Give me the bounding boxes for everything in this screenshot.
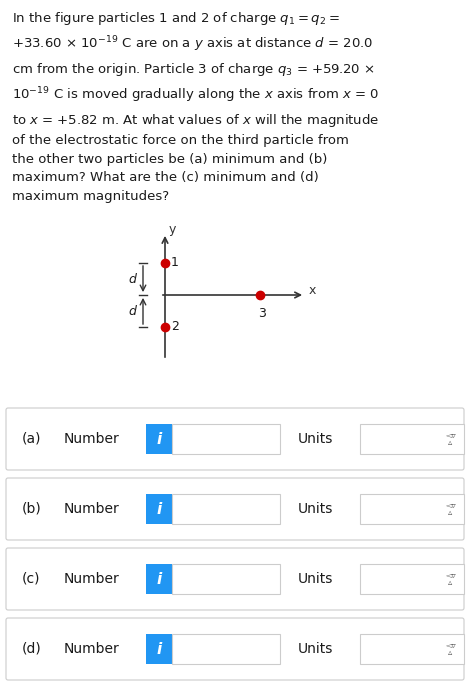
Text: (a): (a) [22, 432, 41, 446]
FancyBboxPatch shape [6, 618, 464, 680]
Bar [360, 634, 464, 664]
Text: i: i [157, 641, 162, 657]
FancyBboxPatch shape [6, 548, 464, 610]
Bar [146, 564, 172, 594]
Text: Units: Units [298, 572, 333, 586]
Bar [146, 494, 172, 524]
Text: x: x [309, 284, 316, 298]
Text: i: i [157, 501, 162, 517]
Text: ◅▿
▵: ◅▿ ▵ [445, 640, 455, 657]
Text: y: y [169, 223, 176, 237]
Text: Units: Units [298, 642, 333, 656]
Text: i: i [157, 571, 162, 587]
FancyBboxPatch shape [6, 478, 464, 540]
Text: Units: Units [298, 432, 333, 446]
Text: 1: 1 [171, 256, 179, 270]
Bar [172, 564, 280, 594]
Text: Units: Units [298, 502, 333, 516]
Text: ◅▿
▵: ◅▿ ▵ [445, 570, 455, 587]
Text: (c): (c) [22, 572, 40, 586]
Bar [360, 494, 464, 524]
Text: Number: Number [64, 642, 120, 656]
FancyBboxPatch shape [6, 408, 464, 470]
Text: (d): (d) [22, 642, 42, 656]
Text: 2: 2 [171, 321, 179, 333]
Text: 3: 3 [258, 307, 266, 320]
Text: In the figure particles 1 and 2 of charge $q_1 = q_2 =$
+33.60 × 10$^{-19}$ C ar: In the figure particles 1 and 2 of charg… [12, 10, 379, 203]
Bar [172, 634, 280, 664]
Bar [146, 634, 172, 664]
Bar [360, 424, 464, 454]
Bar [172, 494, 280, 524]
Text: Number: Number [64, 502, 120, 516]
Text: ◅▿
▵: ◅▿ ▵ [445, 430, 455, 447]
Bar [172, 424, 280, 454]
Text: $d$: $d$ [128, 272, 138, 286]
Text: Number: Number [64, 432, 120, 446]
Text: Number: Number [64, 572, 120, 586]
Text: $d$: $d$ [128, 304, 138, 318]
Bar [146, 424, 172, 454]
Text: i: i [157, 431, 162, 447]
Text: (b): (b) [22, 502, 42, 516]
Bar [360, 564, 464, 594]
Text: ◅▿
▵: ◅▿ ▵ [445, 500, 455, 517]
